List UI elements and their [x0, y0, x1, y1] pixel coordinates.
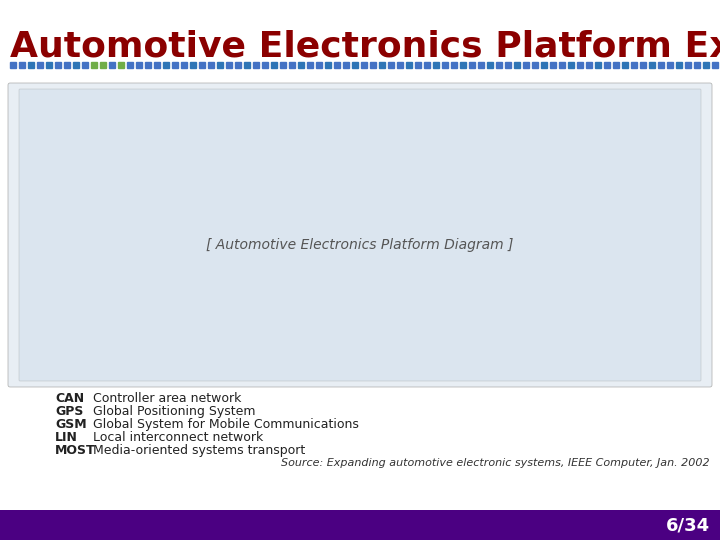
- Bar: [100, 62, 106, 68]
- Bar: [109, 62, 115, 68]
- Bar: [127, 62, 133, 68]
- Bar: [298, 62, 304, 68]
- Bar: [217, 62, 223, 68]
- Text: Controller area network: Controller area network: [93, 392, 241, 405]
- Bar: [631, 62, 637, 68]
- Bar: [334, 62, 340, 68]
- Bar: [352, 62, 358, 68]
- Bar: [487, 62, 493, 68]
- Bar: [73, 62, 79, 68]
- Text: Media-oriented systems transport: Media-oriented systems transport: [93, 444, 305, 457]
- Bar: [289, 62, 295, 68]
- Bar: [19, 62, 25, 68]
- Bar: [136, 62, 142, 68]
- Bar: [172, 62, 178, 68]
- Bar: [433, 62, 439, 68]
- Bar: [460, 62, 466, 68]
- Bar: [307, 62, 313, 68]
- Bar: [415, 62, 421, 68]
- Bar: [244, 62, 250, 68]
- Bar: [622, 62, 628, 68]
- Text: Global Positioning System: Global Positioning System: [93, 405, 256, 418]
- Bar: [451, 62, 457, 68]
- Bar: [0, 510, 720, 540]
- Bar: [262, 62, 268, 68]
- FancyBboxPatch shape: [8, 83, 712, 387]
- Text: Global System for Mobile Communications: Global System for Mobile Communications: [93, 418, 359, 431]
- Bar: [46, 62, 52, 68]
- Bar: [514, 62, 520, 68]
- Bar: [658, 62, 664, 68]
- Bar: [532, 62, 538, 68]
- Bar: [397, 62, 403, 68]
- Bar: [541, 62, 547, 68]
- Bar: [496, 62, 502, 68]
- Bar: [478, 62, 484, 68]
- Text: Local interconnect network: Local interconnect network: [93, 431, 264, 444]
- Bar: [82, 62, 88, 68]
- Bar: [586, 62, 592, 68]
- Text: Source: Expanding automotive electronic systems, IEEE Computer, Jan. 2002: Source: Expanding automotive electronic …: [282, 458, 710, 468]
- Bar: [685, 62, 691, 68]
- Bar: [595, 62, 601, 68]
- Bar: [442, 62, 448, 68]
- Bar: [325, 62, 331, 68]
- Bar: [118, 62, 124, 68]
- Bar: [226, 62, 232, 68]
- Bar: [379, 62, 385, 68]
- Text: MOST: MOST: [55, 444, 96, 457]
- Bar: [469, 62, 475, 68]
- Bar: [694, 62, 700, 68]
- Text: Automotive Electronics Platform Example: Automotive Electronics Platform Example: [10, 30, 720, 64]
- Bar: [235, 62, 241, 68]
- Bar: [199, 62, 205, 68]
- Bar: [559, 62, 565, 68]
- Bar: [28, 62, 34, 68]
- Bar: [505, 62, 511, 68]
- Bar: [361, 62, 367, 68]
- Bar: [163, 62, 169, 68]
- Bar: [370, 62, 376, 68]
- Bar: [649, 62, 655, 68]
- Bar: [712, 62, 718, 68]
- Bar: [577, 62, 583, 68]
- Bar: [550, 62, 556, 68]
- Text: GSM: GSM: [55, 418, 86, 431]
- Bar: [703, 62, 709, 68]
- Text: LIN: LIN: [55, 431, 78, 444]
- Text: GPS: GPS: [55, 405, 84, 418]
- Bar: [406, 62, 412, 68]
- Bar: [424, 62, 430, 68]
- Bar: [253, 62, 259, 68]
- FancyBboxPatch shape: [19, 89, 701, 381]
- Bar: [145, 62, 151, 68]
- Text: CAN: CAN: [55, 392, 84, 405]
- Bar: [55, 62, 61, 68]
- Bar: [91, 62, 97, 68]
- Bar: [640, 62, 646, 68]
- Bar: [613, 62, 619, 68]
- Text: [ Automotive Electronics Platform Diagram ]: [ Automotive Electronics Platform Diagra…: [207, 238, 513, 252]
- Bar: [604, 62, 610, 68]
- Bar: [343, 62, 349, 68]
- Text: 6/34: 6/34: [666, 516, 710, 534]
- Bar: [676, 62, 682, 68]
- Bar: [208, 62, 214, 68]
- Bar: [37, 62, 43, 68]
- Bar: [10, 62, 16, 68]
- Bar: [154, 62, 160, 68]
- Bar: [181, 62, 187, 68]
- Bar: [388, 62, 394, 68]
- Bar: [568, 62, 574, 68]
- Bar: [316, 62, 322, 68]
- Bar: [667, 62, 673, 68]
- Bar: [190, 62, 196, 68]
- Bar: [280, 62, 286, 68]
- Bar: [271, 62, 277, 68]
- Bar: [523, 62, 529, 68]
- Bar: [64, 62, 70, 68]
